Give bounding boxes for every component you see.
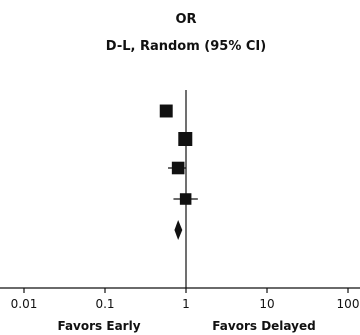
x-axis: 0.01 0.1 1 10 100 xyxy=(0,287,360,311)
study-marker xyxy=(168,161,186,175)
point-estimate-square xyxy=(159,104,173,118)
x-tick-label: 100 xyxy=(337,297,360,311)
study-markers xyxy=(159,104,198,205)
point-estimate-square xyxy=(178,132,193,146)
pooled-estimate-group xyxy=(174,220,183,240)
point-estimate-square xyxy=(179,193,192,205)
point-estimate-square xyxy=(171,161,185,175)
study-marker xyxy=(159,104,173,118)
x-tick-label: 0.01 xyxy=(11,297,38,311)
favors-early-label: Favors Early xyxy=(57,319,140,333)
x-tick-label: 0.1 xyxy=(95,297,114,311)
chart-subtitle: D-L, Random (95% CI) xyxy=(106,39,266,54)
study-marker xyxy=(178,132,193,146)
x-tick-label: 10 xyxy=(259,297,274,311)
chart-title: OR xyxy=(175,12,196,27)
study-marker xyxy=(173,193,198,205)
pooled-diamond xyxy=(174,220,183,240)
favors-delayed-label: Favors Delayed xyxy=(212,319,315,333)
x-tick-label: 1 xyxy=(182,297,190,311)
